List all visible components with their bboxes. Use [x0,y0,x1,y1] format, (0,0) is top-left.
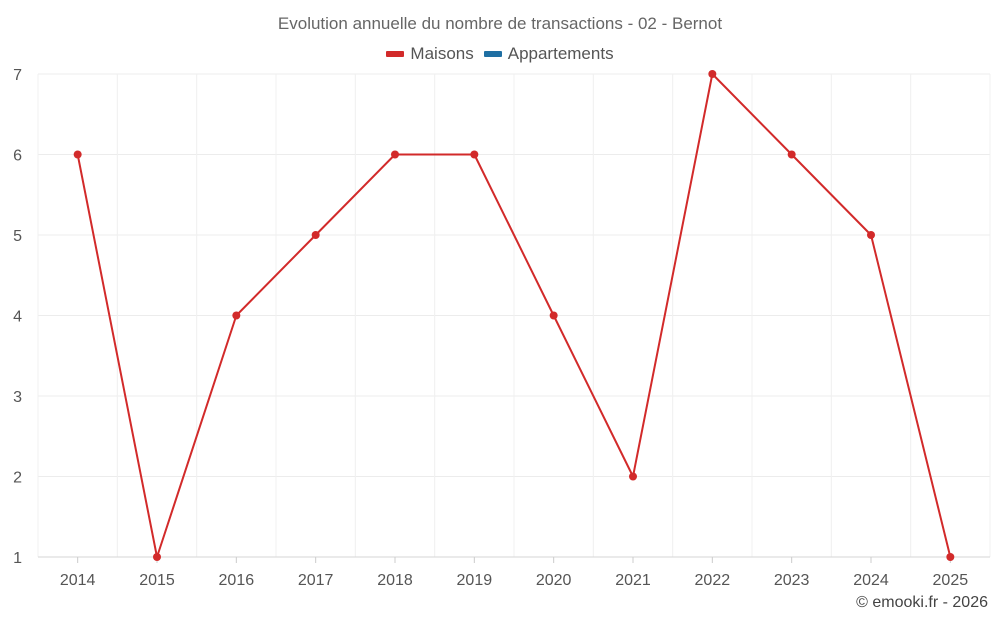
data-point [311,231,320,239]
x-tick-label: 2021 [615,572,651,589]
legend-swatch-appartements [483,51,502,57]
series-line-maisons [76,73,952,558]
x-tick-label: 2017 [298,572,334,589]
data-point [391,150,399,159]
data-point [946,553,955,561]
legend-label-maisons: Maisons [410,44,474,63]
y-tick-label: 2 [13,470,22,487]
series-layer [73,70,955,561]
x-tick-label: 2024 [853,572,889,589]
y-tick-label: 6 [13,148,22,165]
legend-item-appartements[interactable]: Appartements [483,44,614,64]
x-tick-label: 2014 [60,572,96,589]
y-tick-label: 1 [13,550,22,567]
data-point [867,231,875,239]
x-tick-label: 2025 [933,572,969,589]
legend-label-appartements: Appartements [507,44,614,63]
x-tick-label: 2015 [139,572,175,589]
data-point [708,70,717,78]
legend-item-maisons[interactable]: Maisons [386,44,474,64]
x-tick-label: 2022 [695,572,731,589]
data-point [629,472,637,481]
data-point [232,311,241,320]
data-point [73,150,82,159]
data-point [787,150,796,159]
data-point [470,150,479,159]
y-tick-label: 4 [13,309,22,326]
x-tick-label: 2023 [774,572,810,589]
x-tick-label: 2020 [536,572,572,589]
chart-title: Evolution annuelle du nombre de transact… [277,14,723,33]
y-tick-label: 3 [13,389,22,406]
data-point [153,553,161,561]
x-tick-label: 2019 [457,572,493,589]
axis-layer: 1 2 3 4 5 6 7 2014 2015 2016 2017 2018 2019 2020 2021 2… [13,67,990,589]
x-tick-label: 2018 [377,572,413,589]
y-tick-label: 7 [13,67,22,84]
legend-swatch-maisons [386,51,405,57]
chart-legend: Maisons Appartements [0,44,1000,64]
data-point [549,311,558,320]
x-tick-label: 2016 [219,572,255,589]
y-tick-label: 5 [13,228,22,245]
credit-text: © emooki.fr - 2026 [856,594,988,611]
